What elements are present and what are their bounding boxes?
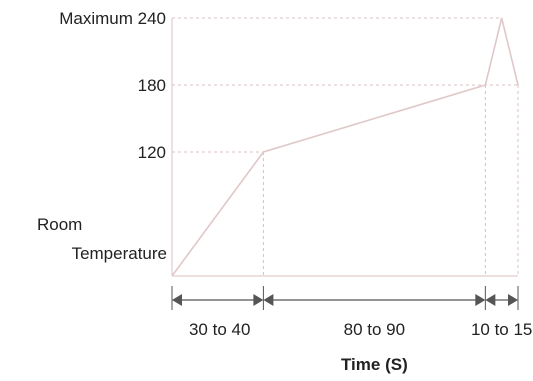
phase-label-2: 80 to 90 [344,320,405,339]
guide-lines [171,17,519,277]
arrowhead-left-2 [263,294,274,306]
y-label-180: 180 [138,76,166,95]
x-axis-title: Time (S) [341,355,408,374]
y-label-temperature: Temperature [72,244,167,263]
arrowhead-left-1 [172,294,182,306]
phase-label-3: 10 to 15 [471,320,532,339]
temperature-curve [171,17,519,277]
phase-label-1: 30 to 40 [189,320,250,339]
arrowhead-right-3 [508,294,518,306]
y-label-room: Room [37,215,82,234]
temperature-profile-line [171,17,519,277]
y-label-120: 120 [138,143,166,162]
arrowhead-right-1 [253,294,264,306]
arrowhead-right-2 [475,294,486,306]
time-dimension-arrows [171,286,519,310]
arrowhead-left-3 [485,294,496,306]
y-label-maximum: Maximum 240 [59,9,166,28]
